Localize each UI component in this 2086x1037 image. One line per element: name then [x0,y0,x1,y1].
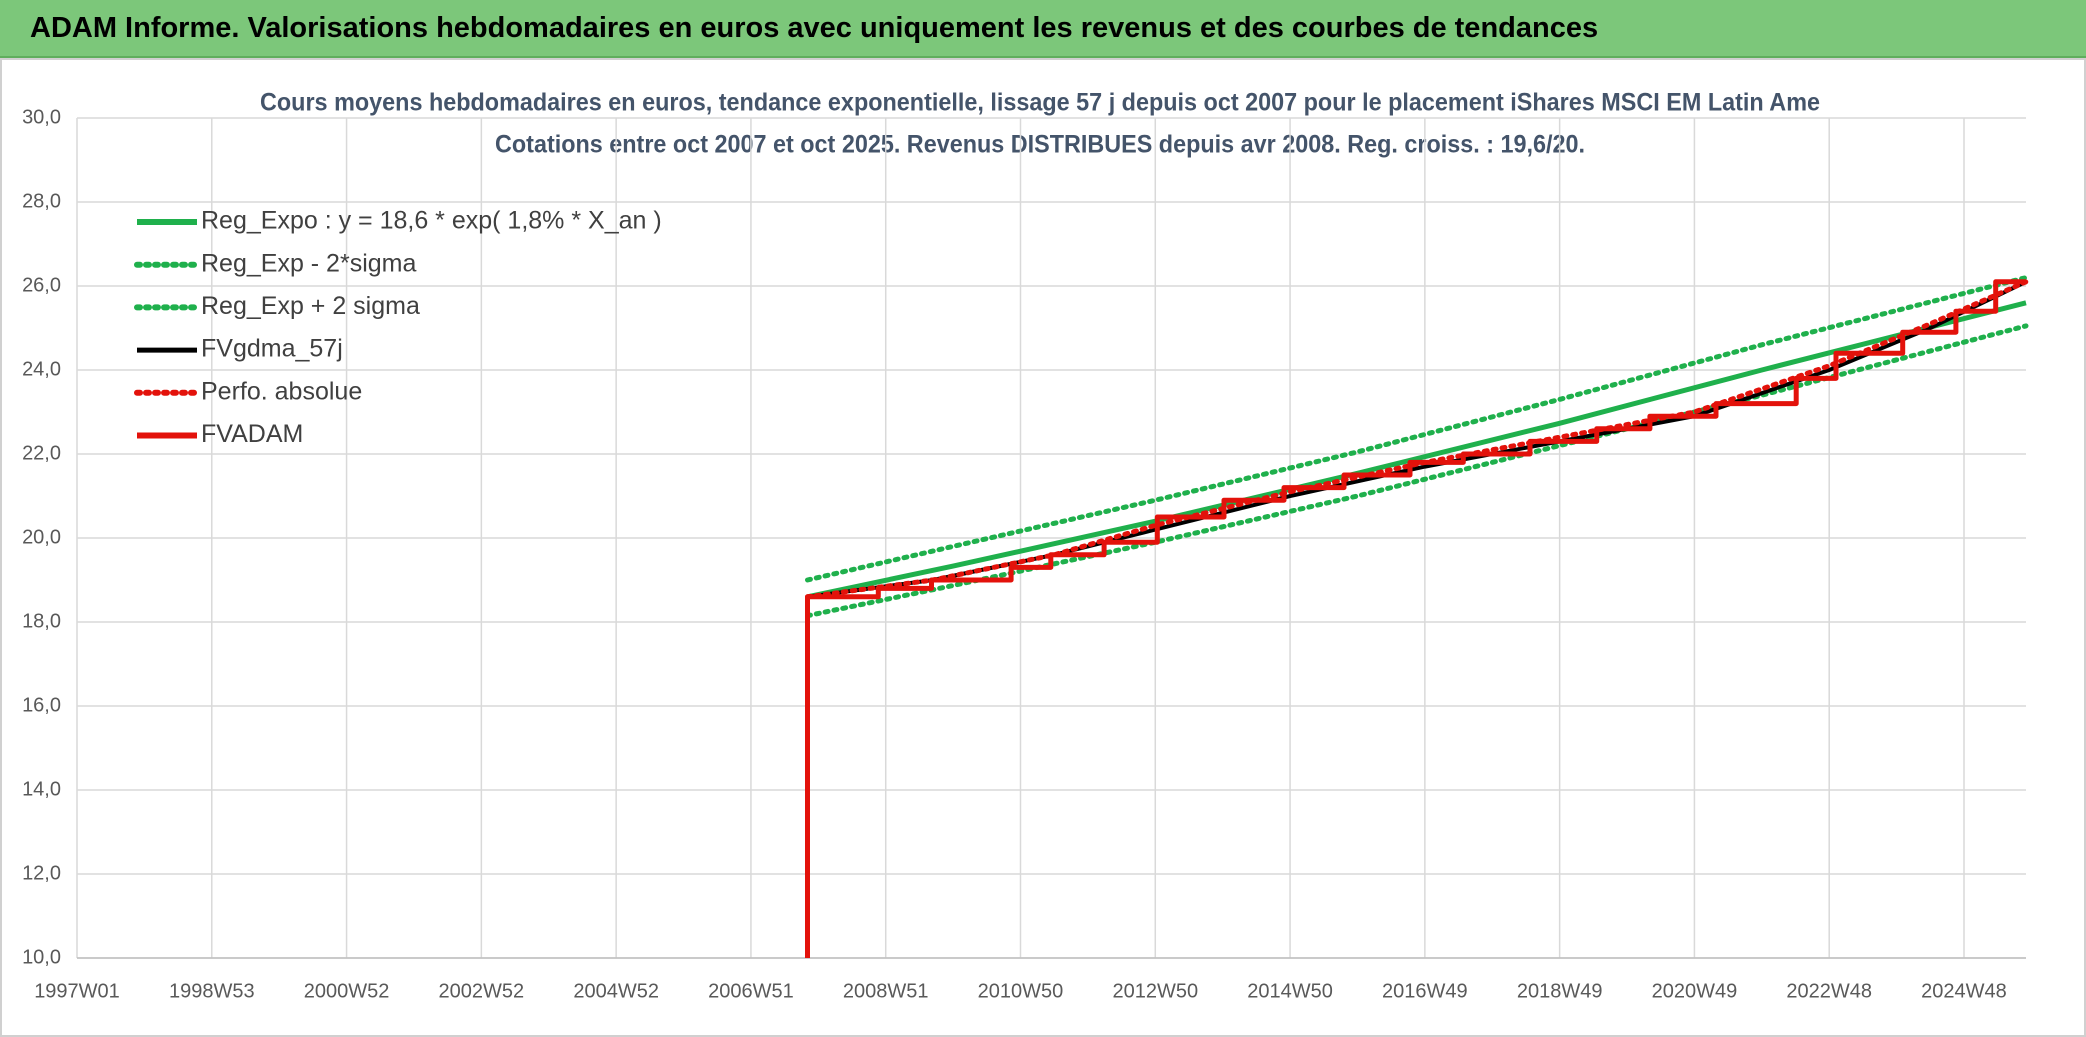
y-tick-label: 10,0 [22,946,61,968]
x-tick-label: 2006W51 [708,980,794,1002]
legend-label: Reg_Exp + 2 sigma [201,292,420,320]
x-tick-label: 2004W52 [573,980,659,1002]
y-tick-label: 24,0 [22,358,61,380]
legend-label: FVADAM [201,420,303,448]
y-tick-label: 16,0 [22,694,61,716]
y-tick-label: 12,0 [22,862,61,884]
legend-label: Perfo. absolue [201,377,362,405]
y-tick-label: 18,0 [22,610,61,632]
chart-subtitle: Cotations entre oct 2007 et oct 2025. Re… [495,131,1585,159]
x-tick-label: 2016W49 [1382,980,1468,1002]
x-tick-label: 1998W53 [169,980,255,1002]
y-tick-label: 26,0 [22,274,61,296]
x-tick-label: 2010W50 [978,980,1064,1002]
series-line [805,279,2026,958]
x-tick-label: 2018W49 [1517,980,1603,1002]
x-tick-label: 2022W48 [1786,980,1872,1002]
header-title: ADAM Informe. Valorisations hebdomadaire… [30,12,1599,44]
header: ADAM Informe. Valorisations hebdomadaire… [0,0,2086,58]
chart: Cours moyens hebdomadaires en euros, ten… [0,58,2086,1037]
y-tick-label: 22,0 [22,442,61,464]
x-tick-label: 2020W49 [1652,980,1738,1002]
legend-label: FVgdma_57j [201,335,343,363]
y-tick-label: 14,0 [22,778,61,800]
y-tick-label: 30,0 [22,106,61,128]
y-tick-label: 28,0 [22,190,61,212]
x-tick-label: 1997W01 [34,980,120,1002]
series-line [805,275,2029,583]
x-tick-label: 2024W48 [1921,980,2007,1002]
x-tick-label: 2008W51 [843,980,929,1002]
x-tick-label: 2012W50 [1112,980,1198,1002]
x-tick-label: 2000W52 [304,980,390,1002]
y-tick-label: 20,0 [22,526,61,548]
chart-title: Cours moyens hebdomadaires en euros, ten… [260,89,1820,117]
legend-label: Reg_Expo : y = 18,6 * exp( 1,8% * X_an ) [201,207,662,235]
legend-label: Reg_Exp - 2*sigma [201,249,416,277]
x-tick-label: 2014W50 [1247,980,1333,1002]
x-tick-label: 2002W52 [439,980,525,1002]
